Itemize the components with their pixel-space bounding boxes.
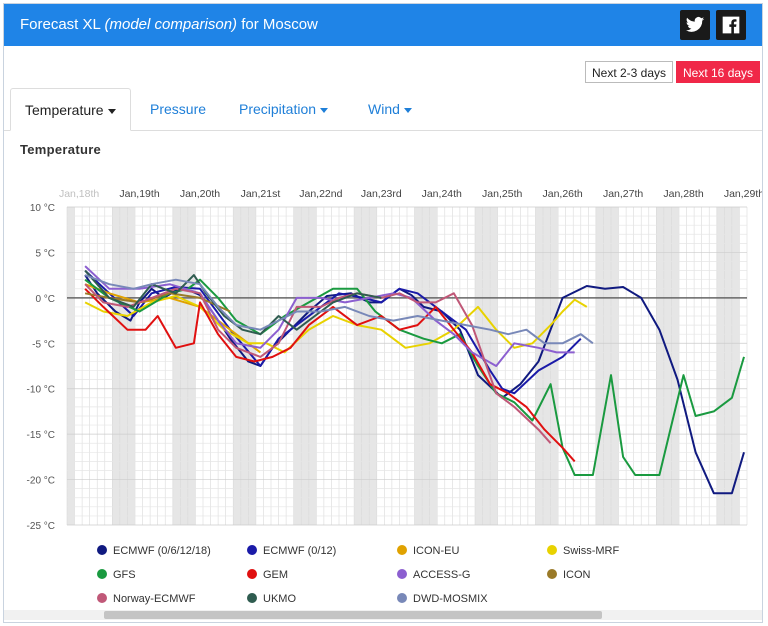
title-prefix: Forecast XL	[20, 16, 101, 33]
chevron-down-icon	[403, 107, 412, 113]
y-tick-label: -5 °C	[32, 339, 55, 350]
legend-swatch	[547, 545, 557, 556]
night-band	[595, 207, 619, 525]
legend-swatch	[547, 569, 557, 580]
legend-swatch	[397, 569, 407, 580]
legend-label: GEM	[263, 569, 289, 581]
legend-label: Swiss-MRF	[563, 545, 620, 557]
legend-item-ukmo[interactable]: UKMO	[247, 592, 296, 606]
chart-legend: ECMWF (0/6/12/18) ECMWF (0/12) ICON-EU Swis…	[4, 536, 762, 606]
legend-item-gfs[interactable]: GFS	[97, 568, 136, 582]
x-tick-label: Jan,29th	[724, 188, 763, 200]
legend-swatch	[397, 545, 407, 556]
x-tick-label: Jan,28th	[663, 188, 703, 200]
facebook-icon	[722, 16, 740, 34]
range-button-2-3-days[interactable]: Next 2-3 days	[585, 61, 674, 83]
y-tick-label: -25 °C	[27, 521, 55, 532]
legend-label: UKMO	[263, 593, 296, 605]
header-bar: Forecast XL (model comparison) for Mosco…	[4, 4, 762, 46]
chart-scrollbar[interactable]	[4, 610, 762, 620]
legend-swatch	[97, 593, 107, 604]
y-tick-label: -10 °C	[27, 385, 55, 396]
night-band	[172, 207, 196, 525]
x-tick-label: Jan,24th	[422, 188, 462, 200]
night-band	[293, 207, 317, 525]
night-band	[656, 207, 679, 525]
facebook-button[interactable]	[716, 10, 746, 40]
night-band	[414, 207, 437, 525]
range-button-16-days[interactable]: Next 16 days	[676, 61, 761, 83]
x-tick-label: Jan,22nd	[299, 188, 342, 200]
legend-label: GFS	[113, 569, 136, 581]
tab-precipitation[interactable]: Precipitation	[239, 88, 329, 130]
title-italic: (model comparison)	[104, 16, 238, 33]
tab-wind[interactable]: Wind	[368, 88, 412, 130]
night-band	[233, 207, 256, 525]
legend-label: DWD-MOSMIX	[413, 593, 488, 605]
legend-item-swiss-mrf[interactable]: Swiss-MRF	[547, 544, 619, 558]
legend-item-ecmwf-0-12[interactable]: ECMWF (0/12)	[247, 544, 336, 558]
y-tick-label: 0 °C	[35, 294, 55, 305]
legend-swatch	[97, 545, 107, 556]
x-tick-label: Jan,19th	[119, 188, 159, 200]
twitter-icon	[685, 17, 705, 32]
x-tick-label: Jan,26th	[542, 188, 582, 200]
legend-item-dwd-mosmix[interactable]: DWD-MOSMIX	[397, 592, 488, 606]
temperature-chart: 10 °C 5 °C 0 °C -5 °C -10 °C -15 °C -20 °C -25 …	[27, 188, 763, 532]
tab-precipitation-label: Precipitation	[239, 101, 317, 117]
scrollbar-thumb[interactable]	[104, 611, 602, 619]
night-band	[67, 207, 75, 525]
chart-title: Temperature	[20, 142, 102, 157]
series-line-norway-ecmwf	[84, 283, 552, 444]
x-tick-label: Jan,18th	[59, 188, 99, 200]
legend-swatch	[97, 569, 107, 580]
tab-pressure[interactable]: Pressure	[150, 88, 206, 130]
chevron-down-icon	[320, 107, 329, 113]
chevron-down-icon	[107, 108, 116, 114]
twitter-button[interactable]	[680, 10, 710, 40]
widget-title: Forecast XL (model comparison) for Mosco…	[20, 16, 318, 33]
legend-item-icon-eu[interactable]: ICON-EU	[397, 544, 459, 558]
series-line-icon	[84, 292, 231, 313]
series-line-gem	[84, 288, 576, 463]
title-suffix: for Moscow	[241, 16, 318, 33]
widget-frame: Forecast XL (model comparison) for Mosco…	[3, 3, 763, 623]
night-band	[716, 207, 740, 525]
legend-label: Norway-ECMWF	[113, 593, 196, 605]
x-tick-label: Jan,27th	[603, 188, 643, 200]
legend-label: ICON-EU	[413, 545, 460, 557]
tab-temperature[interactable]: Temperature	[10, 88, 131, 131]
night-band	[112, 207, 135, 525]
tab-bar: Temperature Pressure Precipitation Wind	[4, 88, 762, 131]
x-tick-label: Jan,21st	[241, 188, 281, 200]
tab-pressure-label: Pressure	[150, 101, 207, 117]
legend-item-icon[interactable]: ICON	[547, 568, 591, 582]
y-tick-label: -20 °C	[27, 476, 55, 487]
y-tick-label: 5 °C	[35, 248, 55, 259]
legend-swatch	[247, 545, 257, 556]
series-line-gfs	[84, 278, 745, 476]
legend-label: ECMWF (0/12)	[263, 545, 337, 557]
y-tick-label: 10 °C	[30, 203, 55, 214]
legend-item-gem[interactable]: GEM	[247, 568, 288, 582]
night-band	[354, 207, 377, 525]
legend-swatch	[397, 593, 407, 604]
legend-swatch	[247, 593, 257, 604]
legend-swatch	[247, 569, 257, 580]
series-line-dwd-mosmix	[84, 274, 594, 345]
tab-temperature-label: Temperature	[25, 102, 104, 118]
legend-label: ACCESS-G	[413, 569, 471, 581]
legend-item-ecmwf-0-6-12-18[interactable]: ECMWF (0/6/12/18)	[97, 544, 211, 558]
legend-label: ECMWF (0/6/12/18)	[113, 545, 211, 557]
x-tick-label: Jan,23rd	[361, 188, 402, 200]
legend-label: ICON	[563, 569, 591, 581]
tab-wind-label: Wind	[368, 101, 400, 117]
series-line-access-g	[84, 265, 575, 367]
legend-item-access-g[interactable]: ACCESS-G	[397, 568, 470, 582]
y-tick-label: -15 °C	[27, 430, 55, 441]
x-tick-label: Jan,25th	[482, 188, 522, 200]
legend-item-norway-ecmwf[interactable]: Norway-ECMWF	[97, 592, 196, 606]
x-tick-label: Jan,20th	[180, 188, 220, 200]
